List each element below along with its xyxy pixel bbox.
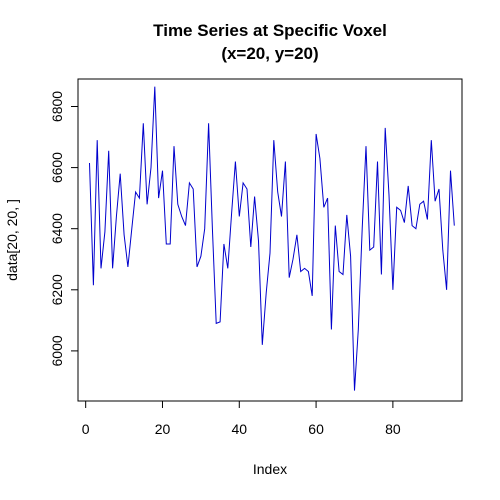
y-tick-label: 6000: [49, 335, 65, 366]
x-tick-label: 0: [82, 421, 90, 437]
y-tick-label: 6200: [49, 274, 65, 305]
x-axis: 0 20 40 60 80: [82, 400, 401, 437]
x-tick-label: 80: [385, 421, 401, 437]
y-tick-label: 6600: [49, 152, 65, 183]
y-axis: 6000 6200 6400 6600 6800: [49, 91, 79, 366]
y-axis-label: data[20, 20, ]: [4, 199, 20, 281]
x-tick-label: 40: [231, 421, 247, 437]
chart-title-line-1: Time Series at Specific Voxel: [153, 21, 387, 40]
series-line: [89, 86, 455, 391]
y-tick-label: 6400: [49, 213, 65, 244]
x-tick-label: 60: [308, 421, 324, 437]
y-tick-label: 6800: [49, 91, 65, 122]
x-axis-label: Index: [253, 461, 287, 477]
chart-title-line-2: (x=20, y=20): [221, 44, 318, 63]
x-tick-label: 20: [155, 421, 171, 437]
